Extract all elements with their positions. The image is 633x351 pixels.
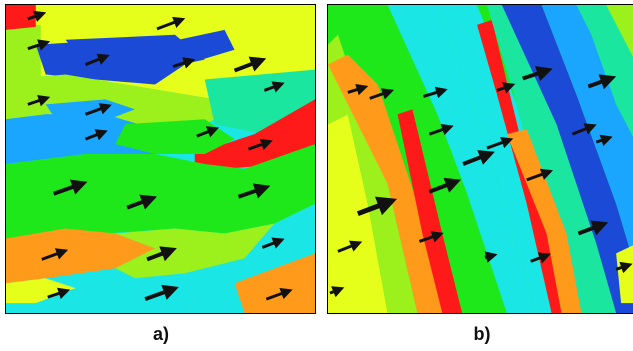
panel-label-b: b) [473, 324, 491, 344]
velocity-map-a-graphic [6, 5, 315, 313]
velocity-map-b-graphic [328, 5, 633, 313]
velocity-map-a [5, 4, 316, 314]
flow-arrow-icon [329, 66, 633, 298]
flow-arrow-icon [27, 10, 293, 301]
panel-label-a: a) [152, 324, 169, 344]
velocity-map-b [327, 4, 633, 314]
